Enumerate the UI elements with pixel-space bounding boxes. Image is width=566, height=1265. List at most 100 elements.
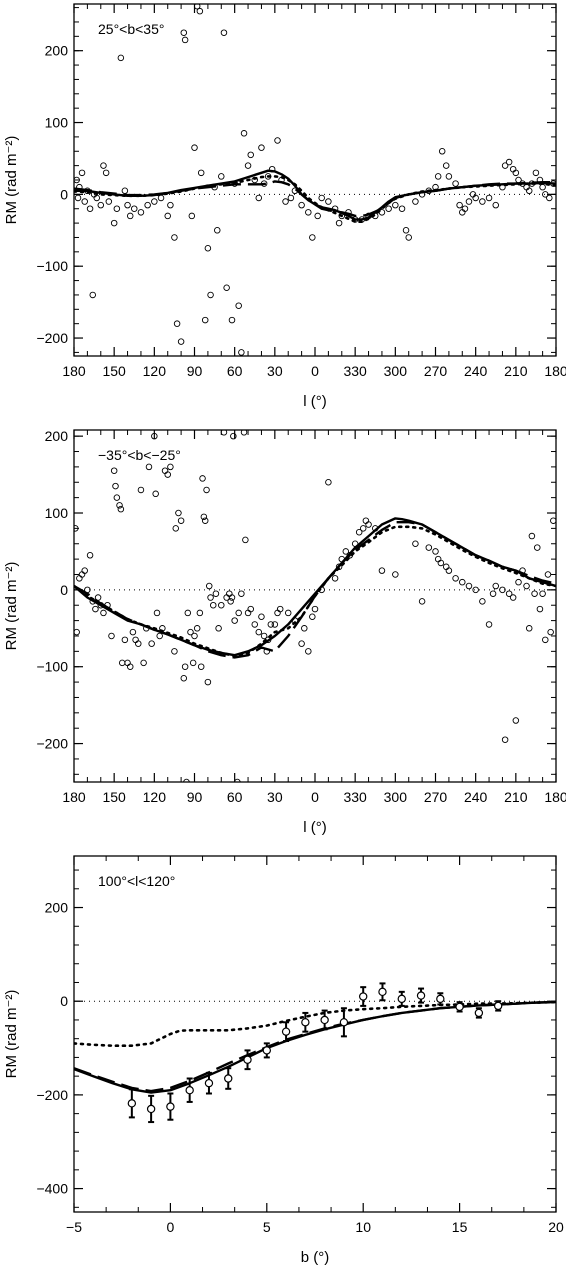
data-point bbox=[215, 625, 222, 632]
data-point bbox=[166, 1102, 175, 1111]
data-point bbox=[238, 349, 245, 356]
data-point bbox=[235, 302, 242, 309]
y-tick-label: −400 bbox=[36, 1181, 68, 1197]
data-point bbox=[74, 628, 80, 636]
data-point bbox=[298, 201, 305, 209]
x-tick-label: 210 bbox=[504, 363, 528, 379]
data-point bbox=[117, 54, 125, 62]
y-tick-label: 0 bbox=[60, 186, 68, 202]
data-point bbox=[397, 994, 406, 1004]
data-point bbox=[126, 663, 134, 670]
data-point bbox=[244, 162, 252, 169]
data-point bbox=[121, 636, 129, 644]
data-point bbox=[205, 582, 213, 590]
data-point bbox=[255, 628, 263, 636]
data-point bbox=[489, 590, 497, 597]
data-point bbox=[218, 173, 225, 180]
x-tick-label: 210 bbox=[504, 789, 528, 805]
data-point bbox=[81, 567, 88, 574]
data-point bbox=[251, 621, 258, 628]
data-point bbox=[117, 505, 125, 513]
data-point bbox=[108, 632, 115, 640]
data-point bbox=[135, 640, 142, 647]
data-point bbox=[127, 1099, 137, 1108]
x-tick-label: 240 bbox=[464, 789, 488, 805]
data-point bbox=[479, 598, 486, 605]
data-point bbox=[74, 194, 82, 202]
data-point bbox=[76, 183, 83, 191]
x-tick-label: 180 bbox=[62, 789, 86, 805]
data-point bbox=[547, 628, 554, 636]
y-tick-label: −200 bbox=[36, 736, 68, 752]
data-point bbox=[230, 432, 237, 440]
data-point bbox=[110, 219, 118, 227]
data-point bbox=[231, 180, 238, 187]
x-tick-label: 0 bbox=[311, 363, 319, 379]
data-point bbox=[542, 636, 549, 644]
data-point bbox=[97, 601, 105, 609]
data-point bbox=[432, 548, 439, 555]
data-point bbox=[207, 291, 214, 299]
data-point bbox=[282, 198, 289, 205]
data-point bbox=[201, 517, 209, 524]
data-point bbox=[209, 601, 217, 609]
data-point bbox=[196, 7, 204, 15]
data-point bbox=[84, 586, 91, 594]
data-point bbox=[197, 663, 205, 670]
data-point bbox=[338, 212, 346, 220]
x-tick-label: 30 bbox=[267, 789, 283, 805]
data-point bbox=[398, 205, 406, 212]
data-point bbox=[465, 582, 473, 590]
series-line-dotted bbox=[74, 525, 556, 658]
data-point bbox=[180, 29, 188, 36]
panel-label: −35°<b<−25° bbox=[98, 447, 181, 463]
data-point bbox=[512, 717, 520, 724]
data-point bbox=[465, 198, 473, 205]
x-tick-label: 150 bbox=[102, 363, 126, 379]
data-point bbox=[405, 234, 412, 241]
panel-label: 25°<b<35° bbox=[98, 21, 164, 37]
series-line-dotted bbox=[74, 175, 556, 223]
data-point bbox=[534, 544, 541, 551]
data-point bbox=[434, 173, 442, 180]
data-point bbox=[118, 659, 126, 667]
data-point bbox=[159, 625, 166, 632]
data-point bbox=[284, 609, 292, 617]
data-point bbox=[351, 540, 359, 547]
y-axis-title: RM (rad m⁻²) bbox=[3, 136, 20, 225]
data-point bbox=[126, 212, 134, 220]
x-tick-label: 180 bbox=[62, 363, 86, 379]
data-point bbox=[220, 430, 228, 436]
data-point bbox=[105, 198, 113, 205]
data-point bbox=[173, 320, 181, 327]
data-point bbox=[92, 605, 99, 613]
x-tick-label: 330 bbox=[343, 363, 367, 379]
data-point bbox=[291, 187, 299, 195]
data-point bbox=[418, 191, 426, 198]
data-point bbox=[204, 244, 212, 252]
x-tick-label: 0 bbox=[311, 789, 319, 805]
data-point bbox=[255, 194, 263, 202]
data-point bbox=[485, 194, 493, 202]
data-point bbox=[187, 628, 194, 636]
data-point bbox=[345, 209, 352, 216]
plot-area bbox=[74, 982, 556, 1124]
x-tick-label: −5 bbox=[66, 1219, 82, 1235]
data-point bbox=[542, 191, 549, 198]
data-point bbox=[318, 194, 325, 202]
data-point bbox=[267, 621, 275, 628]
data-point bbox=[546, 194, 553, 202]
data-point bbox=[247, 605, 254, 613]
data-point bbox=[515, 578, 522, 586]
data-point bbox=[311, 605, 319, 613]
data-point bbox=[402, 227, 410, 234]
data-point bbox=[223, 284, 230, 292]
data-point bbox=[102, 169, 110, 177]
data-point bbox=[335, 219, 343, 227]
data-point bbox=[539, 183, 546, 191]
x-tick-label: 5 bbox=[263, 1219, 271, 1235]
data-point bbox=[238, 590, 245, 597]
data-point bbox=[305, 209, 312, 216]
data-point bbox=[200, 513, 208, 521]
data-point bbox=[100, 609, 107, 617]
